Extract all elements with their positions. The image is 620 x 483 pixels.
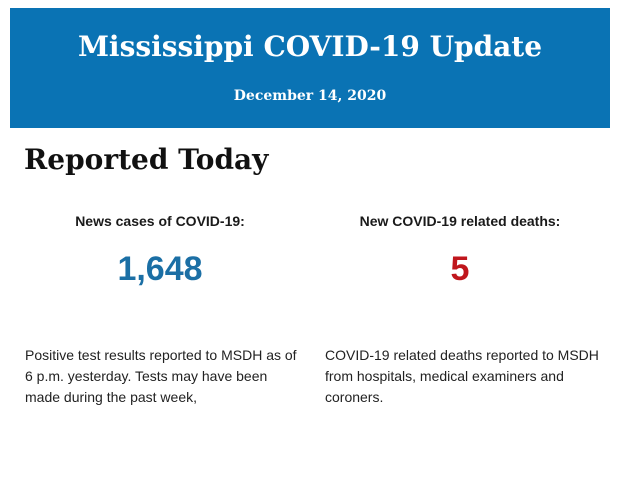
header-banner: Mississippi COVID-19 Update December 14,… bbox=[10, 8, 610, 128]
page-title: Mississippi COVID-19 Update bbox=[77, 30, 543, 63]
new-cases-label: News cases of COVID-19: bbox=[75, 213, 245, 229]
new-deaths-label: New COVID-19 related deaths: bbox=[359, 213, 561, 229]
new-deaths-value: 5 bbox=[450, 250, 470, 288]
new-deaths-description: COVID-19 related deaths reported to MSDH… bbox=[325, 347, 599, 405]
section-title: Reported Today bbox=[24, 143, 269, 176]
new-cases-description: Positive test results reported to MSDH a… bbox=[25, 347, 297, 405]
update-date: December 14, 2020 bbox=[233, 88, 387, 104]
new-cases-value: 1,648 bbox=[117, 250, 203, 288]
